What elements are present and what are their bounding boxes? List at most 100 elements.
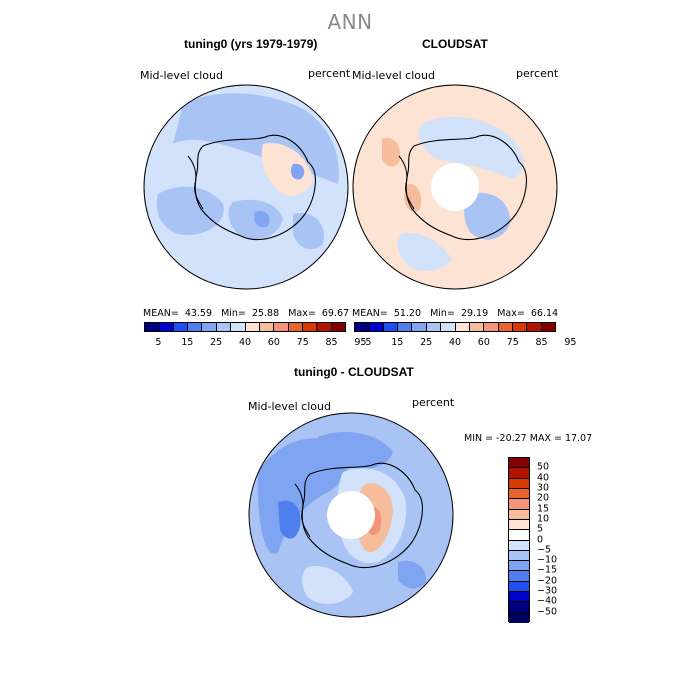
figure-title: ANN [327, 10, 373, 34]
model-min-value: 25.88 [251, 308, 280, 319]
obs-colorbar-swatch [541, 323, 556, 331]
obs-colorbar-swatch [484, 323, 499, 331]
diff-map-border [248, 412, 454, 618]
diff-colorbar-tick-label: 20 [537, 492, 550, 504]
model-colorbar-tick-label: 15 [181, 337, 194, 348]
diff-colorbar-tick-label: −10 [537, 554, 558, 566]
diff-colorbar-swatch [509, 561, 529, 572]
diff-band-southeast [398, 560, 427, 589]
obs-units-label: percent [516, 67, 559, 80]
diff-polar-map [248, 412, 454, 618]
diff-colorbar-swatch [509, 509, 529, 520]
obs-min-label: Min= [430, 308, 455, 319]
obs-colorbar-swatch [527, 323, 542, 331]
obs-colorbar-swatch [426, 323, 442, 331]
diff-colorbar-swatch [509, 458, 529, 469]
obs-colorbar-tick-label: 40 [448, 337, 462, 348]
obs-polar-map [352, 84, 558, 290]
model-band-west [156, 186, 224, 235]
model-band-ross-core [254, 210, 270, 228]
model-colorbar-tick-label: 40 [238, 337, 252, 348]
model-colorbar-swatch [216, 323, 232, 331]
model-colorbar-tick-label: 85 [325, 337, 338, 348]
model-colorbar-swatch [159, 323, 174, 331]
model-colorbar-swatch [259, 323, 275, 331]
obs-min-value: 29.19 [460, 308, 489, 319]
obs-colorbar-swatch [412, 323, 427, 331]
obs-max-value: 66.14 [530, 308, 559, 319]
obs-colorbar-swatch [512, 323, 528, 331]
obs-colorbar-swatch [383, 323, 399, 331]
obs-max-label: Max= [497, 308, 525, 319]
obs-colorbar-tick-label: 60 [477, 337, 490, 348]
diff-colorbar-tick-label: −20 [537, 575, 558, 587]
diff-colorbar-swatch [509, 478, 529, 489]
obs-colorbar-tick-label: 85 [535, 337, 548, 348]
model-polar-map [143, 84, 349, 290]
obs-colorbar-tick-label: 15 [391, 337, 404, 348]
model-colorbar-swatch [274, 323, 289, 331]
diff-colorbar-tick-label: 30 [537, 482, 550, 494]
obs-band-weddell [404, 183, 422, 212]
model-colorbar-swatch [245, 323, 260, 331]
model-band-east [293, 213, 324, 250]
diff-band-peninsula [278, 500, 301, 539]
model-colorbar-swatch [145, 323, 160, 331]
obs-map-border [352, 84, 558, 290]
model-colorbar [144, 322, 346, 332]
model-colorbar-tick-label: 25 [210, 337, 223, 348]
diff-colorbar-tick-label: −5 [537, 544, 552, 556]
obs-peninsula-coastline [398, 155, 415, 210]
model-colorbar-swatch [331, 323, 346, 331]
diff-colorbar-swatch [509, 602, 529, 613]
diff-colorbar-tick-label: 40 [537, 472, 550, 484]
diff-field-label: Mid-level cloud [248, 400, 331, 413]
obs-missing-data-hole [431, 163, 479, 211]
diff-colorbar-swatch [509, 488, 529, 500]
obs-colorbar-swatch [355, 323, 370, 331]
obs-mean-label: MEAN= [352, 308, 388, 319]
diff-colorbar-swatch [509, 550, 529, 562]
diff-colorbar-labels: 50 40 30 20 15 10 5 0 −5 −10 −15 −20 −30 −40 −50 [537, 457, 577, 622]
model-colorbar-swatch [202, 323, 217, 331]
diff-missing-data-hole [327, 491, 375, 539]
obs-colorbar-swatch [441, 323, 456, 331]
model-colorbar-tick-label: 5 [155, 337, 162, 348]
model-colorbar-swatch [188, 323, 203, 331]
model-colorbar-swatch [231, 323, 246, 331]
diff-colorbar-swatch [509, 499, 529, 510]
diff-colorbar-tick-label: 0 [537, 534, 544, 545]
model-colorbar-tick-label: 95 [354, 337, 367, 348]
obs-mean-value: 51.20 [393, 308, 422, 319]
diff-colorbar-tick-label: 10 [537, 513, 550, 525]
model-min-label: Min= [221, 308, 246, 319]
model-colorbar-tick-label: 60 [267, 337, 280, 348]
diff-colorbar-tick-label: 15 [537, 503, 550, 515]
model-colorbar-swatch [288, 323, 303, 331]
obs-colorbar-tick-label: 5 [365, 337, 372, 348]
model-band-core [290, 163, 305, 180]
model-map-border [143, 84, 349, 290]
diff-range-text: MIN = -20.27 MAX = 17.07 [464, 433, 593, 444]
diff-colorbar-swatch [509, 612, 529, 623]
obs-band-ross [464, 192, 511, 240]
model-peninsula-coastline [187, 155, 204, 210]
model-mean-label: MEAN= [143, 308, 179, 319]
obs-band-north [418, 116, 524, 179]
diff-colorbar-tick-label: −15 [537, 564, 558, 576]
model-max-label: Max= [288, 308, 316, 319]
model-units-label: percent [308, 67, 351, 80]
diff-panel-title: tuning0 - CLOUDSAT [294, 365, 414, 379]
diff-colorbar-swatch [509, 581, 529, 593]
obs-stats: MEAN= 51.20 Min= 29.19 Max= 66.14 [352, 308, 558, 319]
obs-colorbar [354, 322, 556, 332]
model-panel-title: tuning0 (yrs 1979-1979) [184, 37, 318, 51]
model-colorbar-tick-label: 75 [296, 337, 309, 348]
obs-panel-title: CLOUDSAT [422, 37, 488, 51]
diff-colorbar [508, 457, 530, 623]
model-stats: MEAN= 43.59 Min= 25.88 Max= 69.67 [143, 308, 349, 319]
diff-colorbar-swatch [509, 519, 529, 531]
diff-colorbar-swatch [509, 540, 529, 551]
obs-band-peninsula [382, 137, 401, 167]
diff-colorbar-swatch [509, 468, 529, 479]
